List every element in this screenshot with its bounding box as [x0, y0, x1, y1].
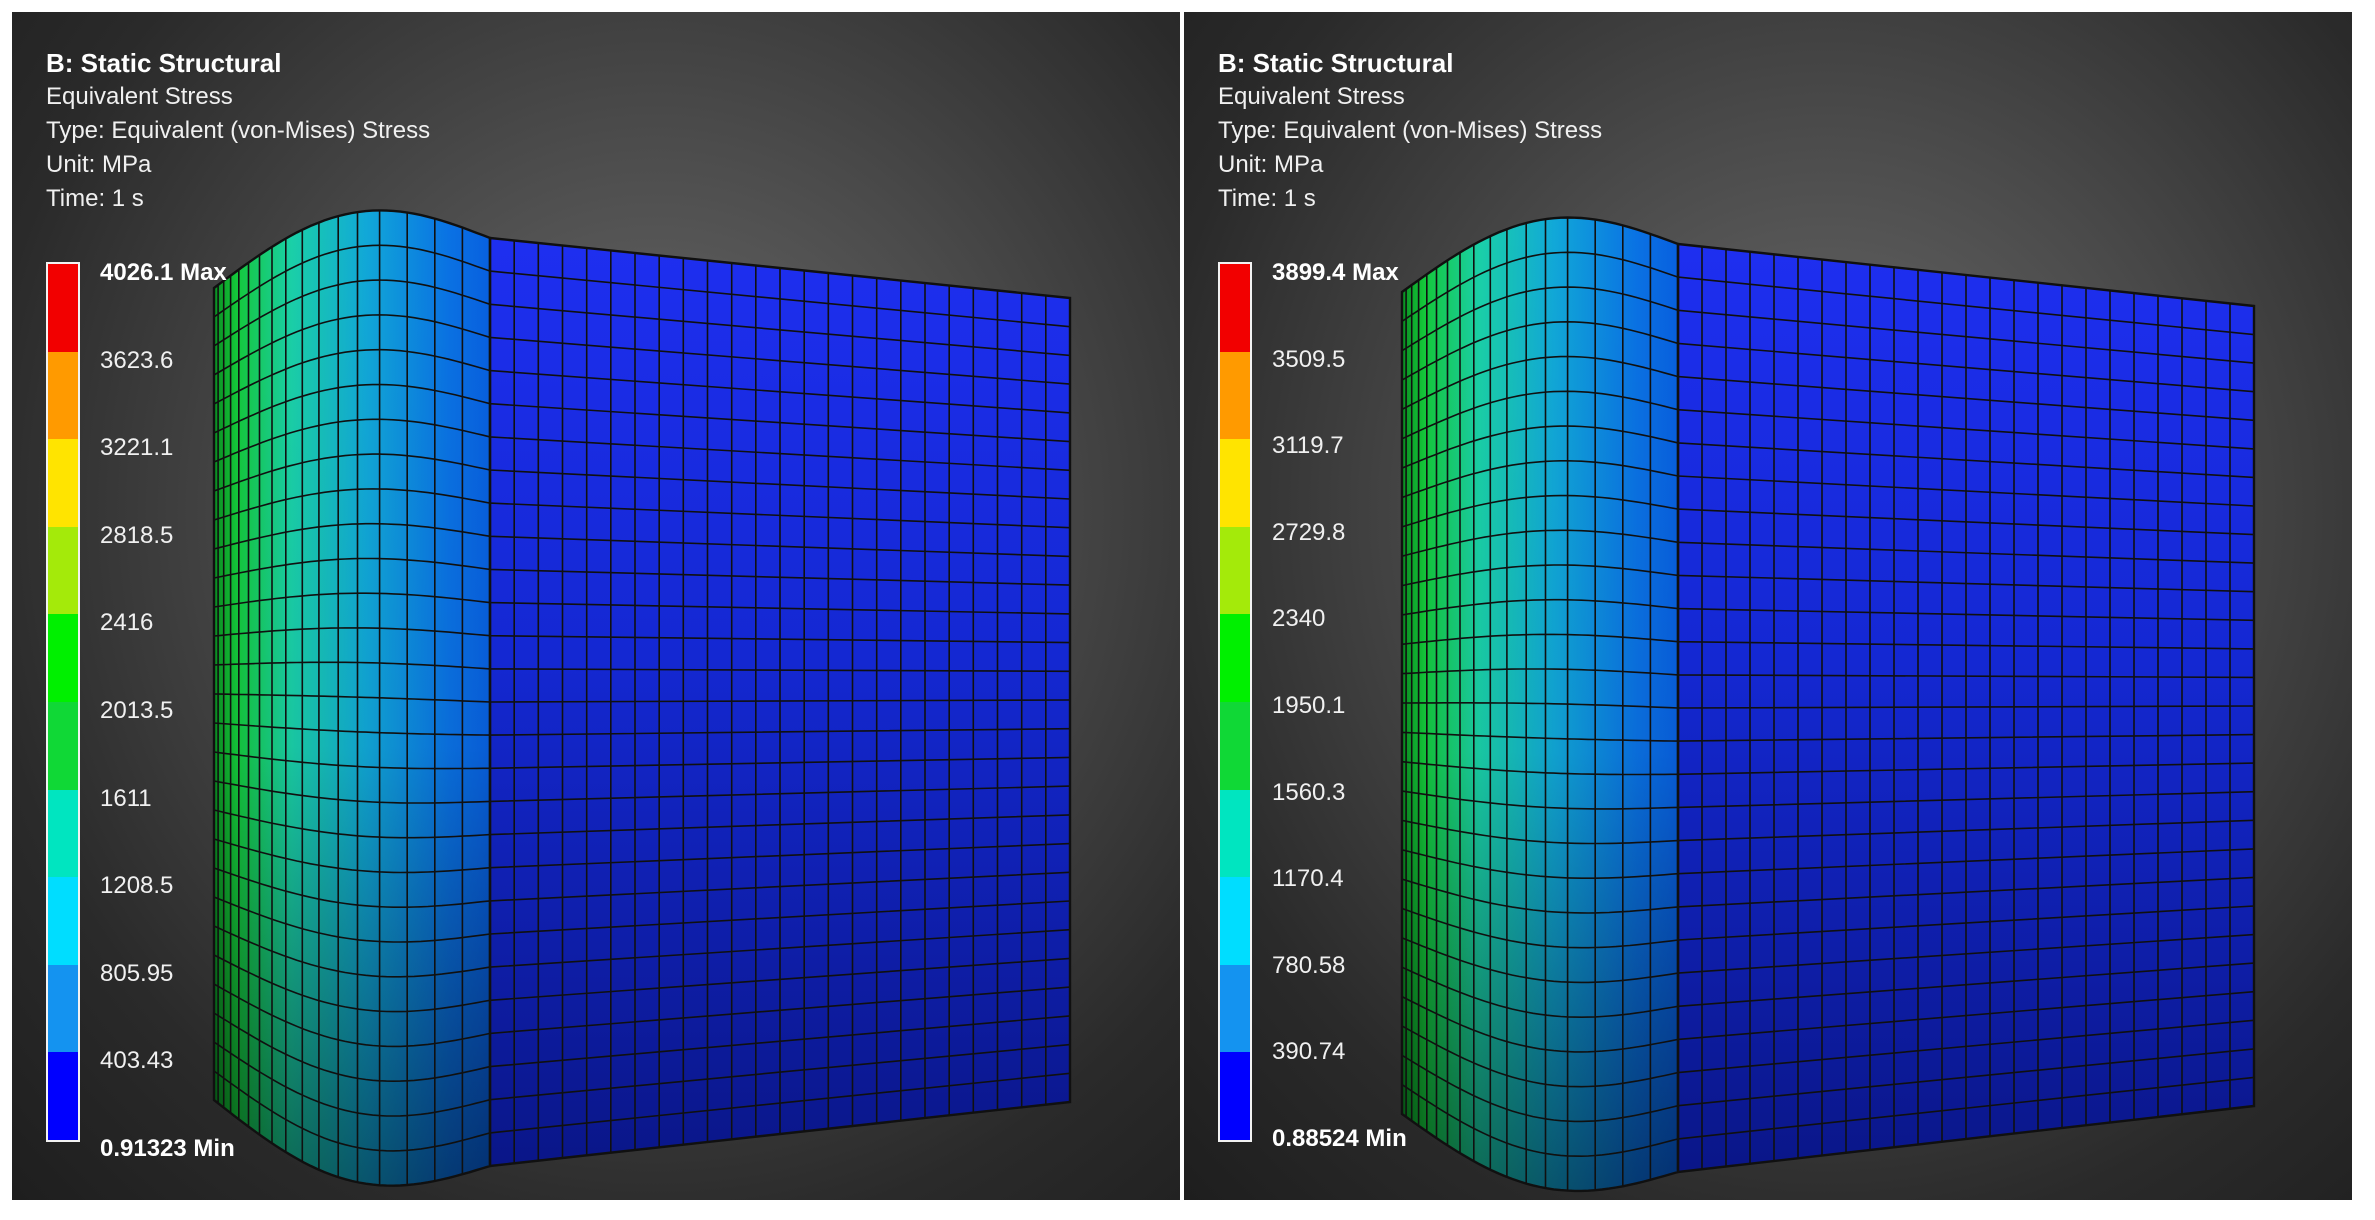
legend-min-label: 0.88524 Min [1272, 1125, 1407, 1152]
legend-label: 3221.1 [100, 434, 174, 462]
legend-label: 805.95 [100, 959, 174, 987]
mesh-lines [213, 209, 1071, 1187]
analysis-title: B: Static Structural [46, 48, 282, 78]
legend-max-label: 4026.1 Max [100, 259, 227, 286]
legend-band [48, 264, 78, 353]
legend-label: 1208.5 [100, 872, 174, 900]
legend-label: 3623.6 [100, 346, 174, 374]
legend-band [48, 789, 78, 878]
legend-band [1220, 877, 1250, 966]
legend-label: 1611 [100, 784, 152, 812]
color-legend-bar [1218, 262, 1252, 1142]
legend-band [1220, 964, 1250, 1053]
legend-max-label: 3899.4 Max [1272, 259, 1399, 286]
stress-contour-mesh[interactable] [1184, 12, 2352, 1200]
result-unit: Unit: MPa [1218, 151, 1324, 178]
legend-band [1220, 351, 1250, 440]
legend-label: 1170.4 [1272, 865, 1344, 893]
legend-band [1220, 264, 1250, 353]
flat-face-outline [488, 236, 1072, 1168]
legend-label: 390.74 [1272, 1038, 1346, 1066]
stress-contour-mesh[interactable] [12, 12, 1180, 1200]
legend-band [1220, 526, 1250, 615]
legend-label: 780.58 [1272, 951, 1346, 979]
legend-label: 1950.1 [1272, 692, 1346, 719]
legend-band [48, 1052, 78, 1141]
legend-band [48, 702, 78, 791]
result-time: Time: 1 s [1218, 185, 1316, 212]
result-time: Time: 1 s [46, 185, 144, 212]
legend-band [48, 614, 78, 703]
flat-face-outline [1676, 242, 2256, 1174]
legend-band [48, 351, 78, 440]
result-viewport-left[interactable]: B: Static Structural Equivalent Stress T… [12, 12, 1180, 1200]
legend-min-label: 0.91323 Min [100, 1135, 235, 1162]
result-type: Type: Equivalent (von-Mises) Stress [46, 117, 431, 144]
legend-label: 3119.7 [1272, 432, 1344, 460]
legend-label: 2416 [100, 609, 154, 637]
result-unit: Unit: MPa [46, 151, 152, 178]
result-type: Type: Equivalent (von-Mises) Stress [1218, 117, 1603, 144]
legend-band [1220, 789, 1250, 878]
legend-band [48, 526, 78, 615]
legend-label: 1560.3 [1272, 778, 1346, 806]
analysis-title: B: Static Structural [1218, 48, 1454, 78]
mesh-lines [1401, 216, 2255, 1192]
legend-label: 3509.5 [1272, 345, 1346, 373]
result-name: Equivalent Stress [46, 83, 233, 110]
legend-band [1220, 439, 1250, 528]
legend-label: 2340 [1272, 605, 1326, 633]
legend-band [48, 439, 78, 528]
result-viewport-right[interactable]: B: Static Structural Equivalent Stress T… [1184, 12, 2352, 1200]
legend-band [1220, 1052, 1250, 1141]
result-name: Equivalent Stress [1218, 83, 1405, 110]
legend-label: 2013.5 [100, 697, 174, 724]
legend-band [48, 877, 78, 966]
legend-band [48, 964, 78, 1053]
legend-label: 2729.8 [1272, 518, 1346, 546]
legend-band [1220, 614, 1250, 703]
curved-face-shading [214, 210, 490, 1186]
color-legend-bar [46, 262, 80, 1142]
legend-label: 2818.5 [100, 521, 174, 549]
legend-band [1220, 702, 1250, 791]
legend-label: 403.43 [100, 1047, 174, 1075]
